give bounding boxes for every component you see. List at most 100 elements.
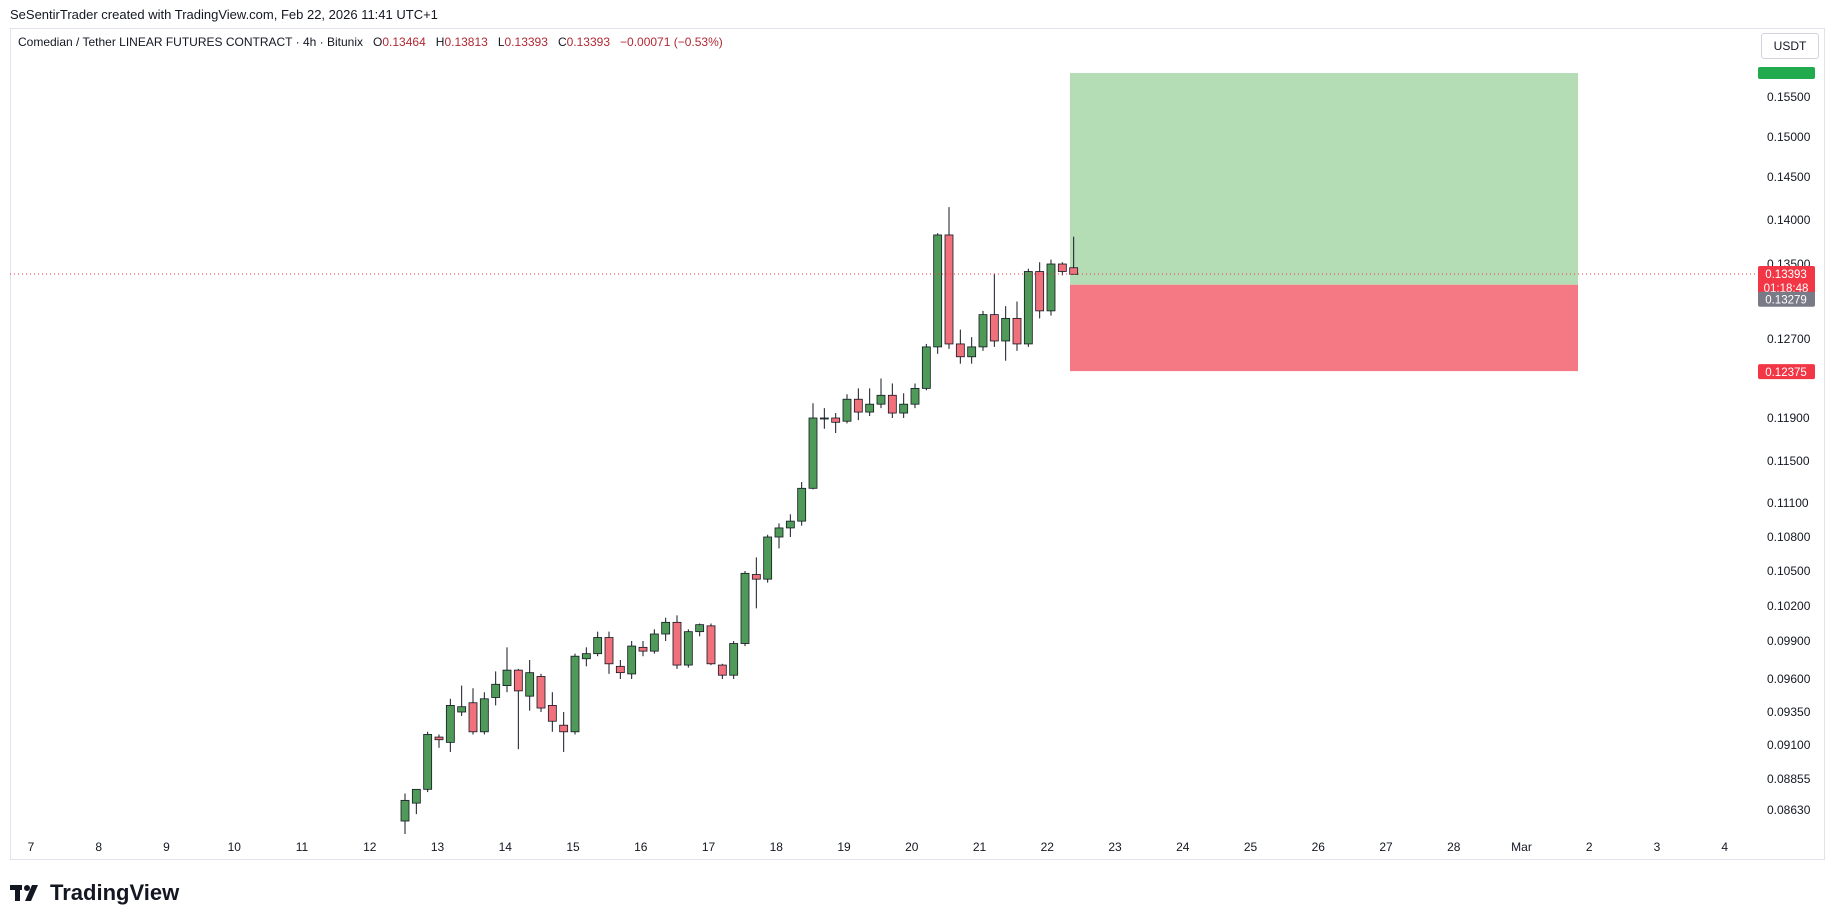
candle: [627, 641, 637, 679]
time-tick-label: 7: [28, 840, 35, 854]
price-tick-label: 0.15500: [1767, 90, 1811, 104]
candle: [1035, 262, 1045, 319]
candle: [672, 615, 682, 669]
low-value: 0.13393: [504, 35, 548, 49]
candle: [513, 668, 523, 750]
price-tick-label: 0.09100: [1767, 738, 1811, 752]
candle: [434, 734, 444, 748]
price-tick-label: 0.08630: [1767, 803, 1811, 817]
candle-body-down: [1035, 271, 1045, 312]
price-tick-label: 0.11900: [1767, 411, 1810, 425]
candle-body-up: [808, 417, 818, 489]
candle: [400, 793, 410, 834]
candle-body-up: [1046, 263, 1056, 312]
stop-zone: [1070, 284, 1578, 372]
price-tick-label: 0.09900: [1767, 634, 1811, 648]
candle: [921, 343, 931, 391]
price-tick-label: 0.11100: [1767, 496, 1809, 510]
time-tick-label: 9: [163, 840, 170, 854]
candle: [853, 388, 863, 421]
time-tick-label: 15: [566, 840, 580, 854]
candle: [797, 482, 807, 526]
candle-body-up: [400, 799, 410, 822]
time-tick-label: 16: [634, 840, 648, 854]
time-tick-label: Mar: [1511, 840, 1532, 854]
candle: [763, 534, 773, 583]
candle-body-up: [967, 346, 977, 358]
candle: [479, 692, 489, 735]
candle-body-up: [491, 683, 501, 698]
candle-body-down: [1057, 263, 1067, 272]
candle-body-up: [683, 631, 693, 666]
time-tick-label: 4: [1721, 840, 1728, 854]
symbol-legend: Comedian / Tether LINEAR FUTURES CONTRAC…: [18, 35, 723, 49]
candle: [1046, 259, 1056, 316]
candle-body-up: [570, 655, 580, 733]
candle: [899, 393, 909, 418]
time-tick-label: 25: [1244, 840, 1258, 854]
symbol-title[interactable]: Comedian / Tether LINEAR FUTURES CONTRAC…: [18, 35, 363, 49]
candle-body-up: [729, 643, 739, 676]
close-label: C: [557, 35, 567, 49]
candle-body-up: [910, 387, 920, 405]
candle-body-up: [921, 346, 931, 389]
candle-body-down: [955, 343, 965, 358]
candle: [661, 617, 671, 641]
target-price-badge-bg: [1758, 67, 1815, 79]
candle-body-up: [876, 394, 886, 405]
candle-body-down: [1012, 317, 1022, 345]
candle-body-up: [978, 314, 988, 348]
time-tick-label: 8: [95, 840, 102, 854]
price-tick-label: 0.14500: [1767, 170, 1811, 184]
candle: [831, 413, 841, 434]
position-zones: [1070, 73, 1578, 372]
candle-body-down: [853, 398, 863, 413]
open-value: 0.13464: [382, 35, 426, 49]
candle-body-down: [638, 646, 648, 652]
open-label: O: [373, 35, 383, 49]
candle: [876, 378, 886, 409]
price-tick-label: 0.09600: [1767, 672, 1811, 686]
candle: [887, 383, 897, 418]
candle: [559, 712, 569, 752]
time-axis[interactable]: 7 8 9 10 11 12 13 14 15 16 17 18 19 20 21 22 23 24 25 26 27 2…: [28, 840, 1729, 854]
candle: [491, 671, 501, 706]
time-tick-label: 12: [363, 840, 377, 854]
candle-body-down: [615, 665, 625, 674]
candle-body-up: [865, 403, 875, 413]
candle: [683, 629, 693, 668]
price-axis[interactable]: 0.155000.150000.145000.140000.135000.127…: [1758, 67, 1815, 817]
candle: [740, 571, 750, 647]
time-tick-label: 22: [1041, 840, 1055, 854]
high-value: 0.13813: [444, 35, 488, 49]
time-tick-label: 17: [702, 840, 716, 854]
time-tick-label: 18: [770, 840, 784, 854]
candle-body-up: [525, 672, 535, 697]
candle: [808, 403, 818, 490]
candle-body-up: [502, 669, 512, 687]
candle: [536, 673, 546, 712]
candle-body-up: [763, 536, 773, 580]
currency-selector[interactable]: USDT: [1761, 33, 1819, 59]
candle: [967, 337, 977, 364]
candle: [1069, 236, 1079, 275]
candle-body-up: [785, 520, 795, 529]
price-tick-label: 0.10500: [1767, 564, 1811, 578]
entry-price-badge: 0.13279: [1758, 291, 1815, 307]
time-tick-label: 2: [1586, 840, 1593, 854]
candle-body-down: [1069, 267, 1079, 275]
candle-body-down: [706, 625, 716, 665]
candle: [1023, 268, 1033, 347]
candle-body-down: [672, 621, 682, 666]
entry-price-badge-bg: [1758, 291, 1815, 307]
candle: [638, 641, 648, 657]
change-value: −0.00071 (−0.53%): [620, 35, 723, 49]
candle-body-down: [547, 705, 557, 722]
candle: [570, 653, 580, 735]
candle: [695, 623, 705, 637]
candle: [774, 523, 784, 549]
last-price-badge-text: 0.13393: [1765, 269, 1807, 281]
price-tick-label: 0.10200: [1767, 599, 1811, 613]
candle: [1012, 301, 1022, 351]
